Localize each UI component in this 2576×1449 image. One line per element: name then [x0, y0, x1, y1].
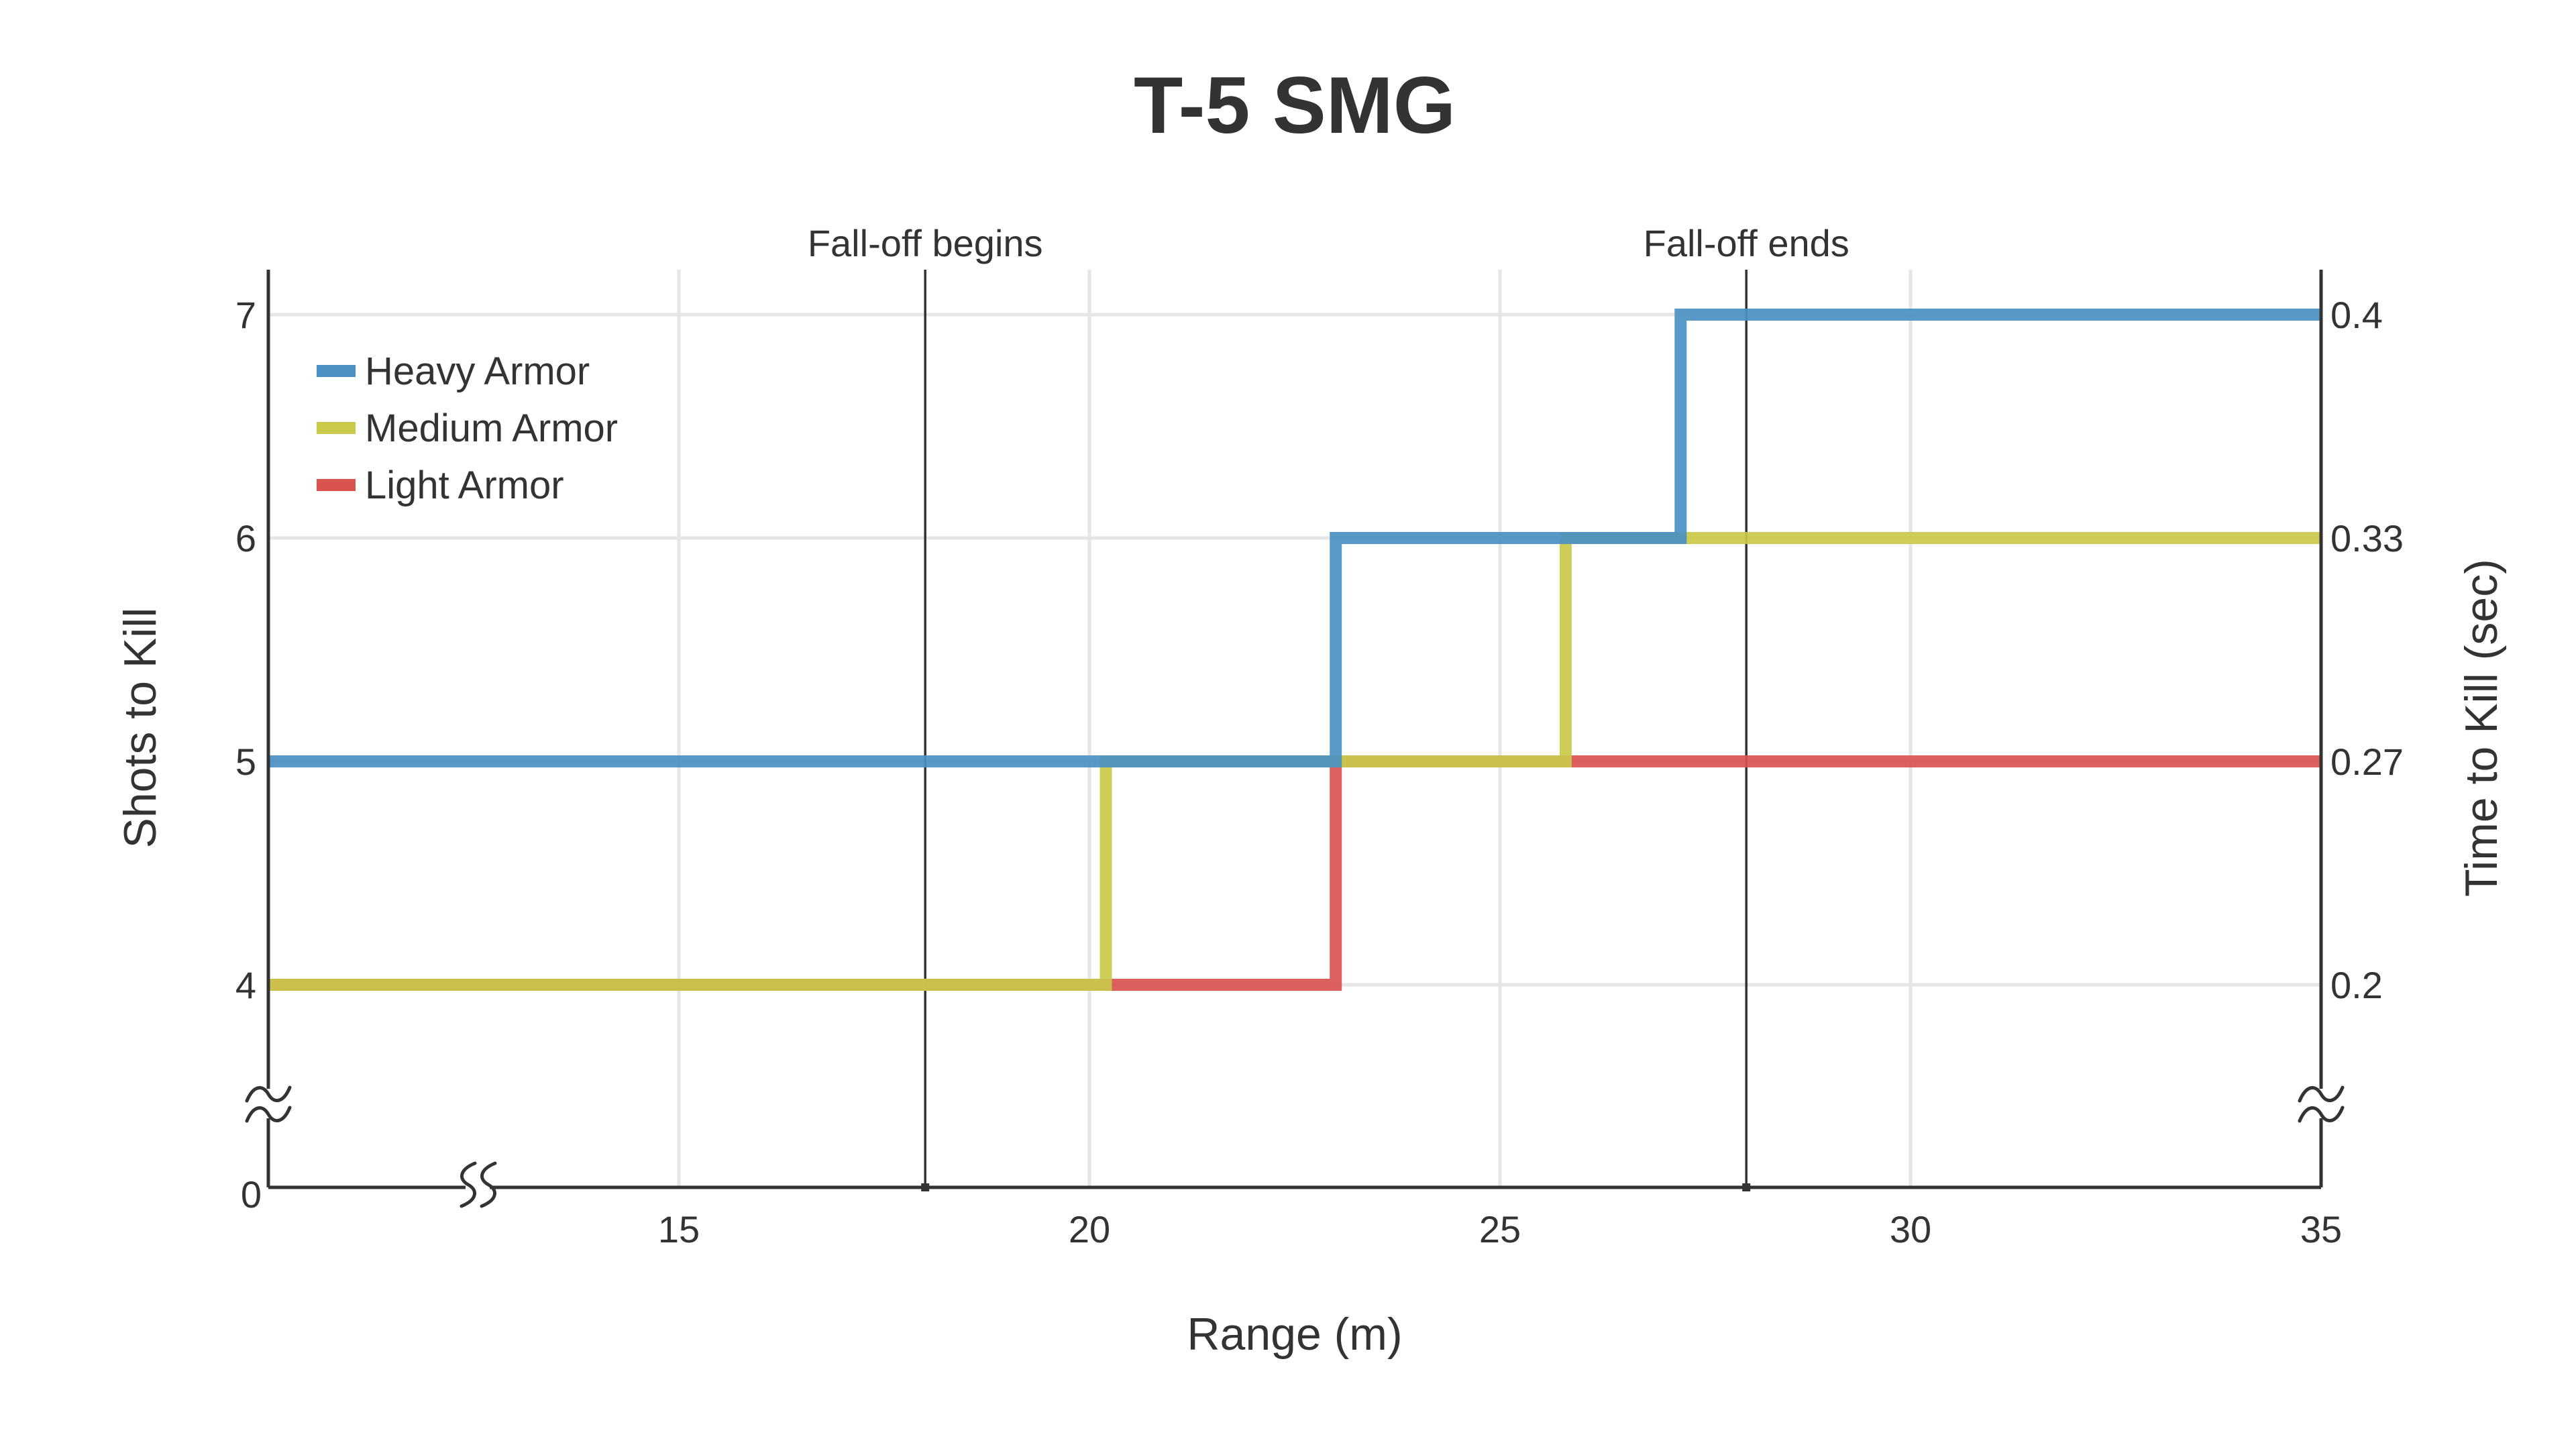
x-axis-break-stroke-1	[460, 1161, 477, 1208]
y-tick-label: 6	[235, 517, 256, 559]
x-tick-label: 25	[1479, 1208, 1521, 1250]
legend-label-medium-armor: Medium Armor	[365, 407, 618, 450]
falloff-label-2: Fall-off ends	[1644, 222, 1849, 264]
y-axis-title: Shots to Kill	[115, 607, 166, 848]
y2-tick-label: 0.27	[2330, 741, 2404, 783]
falloff-label-1: Fall-off begins	[808, 222, 1043, 264]
y2-axis-break-stroke-1	[2298, 1085, 2345, 1103]
y-tick-label: 7	[235, 294, 256, 336]
axes	[245, 270, 2345, 1208]
chart-title: T-5 SMG	[1134, 60, 1456, 150]
legend-label-heavy-armor: Heavy Armor	[365, 350, 590, 393]
y-tick-label-zero: 0	[241, 1173, 262, 1216]
y2-axis-break-stroke-2	[2298, 1106, 2345, 1123]
y2-tick-label: 0.33	[2330, 517, 2404, 559]
x-axis-break-stroke-2	[480, 1161, 497, 1208]
y-axis-break-stroke-1	[245, 1085, 292, 1103]
y-tick-label: 4	[235, 964, 256, 1006]
y-tick-label: 5	[235, 741, 256, 783]
y2-tick-label: 0.2	[2330, 964, 2383, 1006]
x-tick-label: 30	[1890, 1208, 1931, 1250]
x-axis-title: Range (m)	[1187, 1309, 1402, 1360]
y-axis-break-stroke-2	[245, 1106, 292, 1123]
x-axis-break	[460, 1161, 497, 1208]
legend-label-light-armor: Light Armor	[365, 464, 564, 507]
series-line-light-armor	[268, 755, 2321, 991]
series-line-heavy-armor	[268, 309, 2321, 767]
falloff-markers: Fall-off begins Fall-off ends	[808, 222, 1849, 1191]
y2-tick-label: 0.4	[2330, 294, 2383, 336]
series-lines	[268, 309, 2321, 991]
y2-axis-title: Time to Kill (sec)	[2456, 559, 2507, 897]
legend: Heavy Armor Medium Armor Light Armor	[317, 350, 618, 507]
x-tick-label: 15	[658, 1208, 700, 1250]
tick-labels: 15 20 25 30 35 4 5 6 7 0 0.2 0.27 0.33 0.4	[235, 294, 2404, 1250]
x-tick-label: 20	[1069, 1208, 1110, 1250]
x-tick-label: 35	[2300, 1208, 2342, 1250]
y-axis-break	[245, 1085, 292, 1123]
y2-axis-break	[2298, 1085, 2345, 1123]
